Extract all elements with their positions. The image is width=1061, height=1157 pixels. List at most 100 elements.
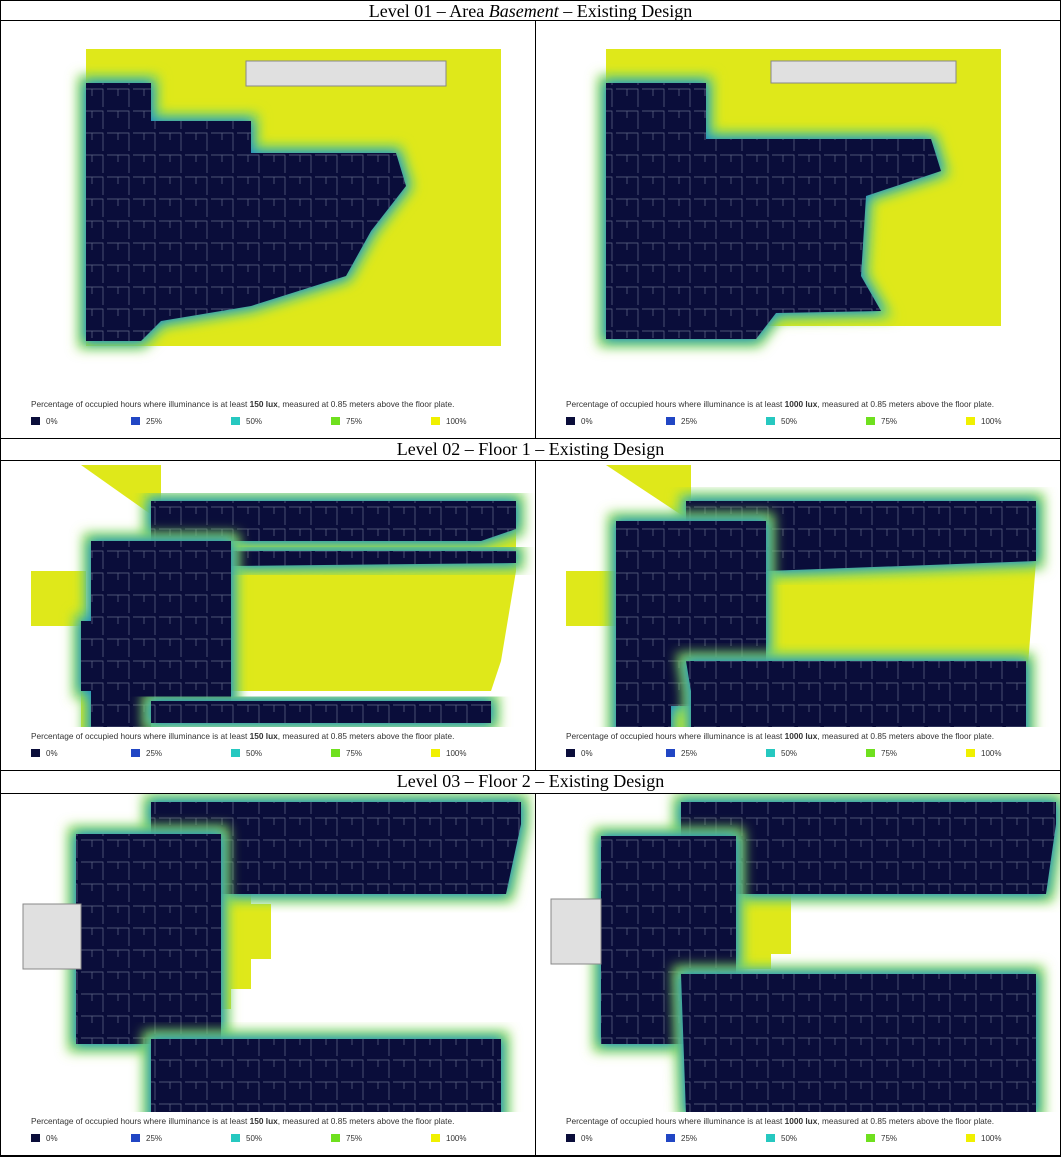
legend-item: 25% — [131, 1134, 162, 1143]
legend-label: 25% — [146, 417, 162, 426]
section-row: Percentage of occupied hours where illum… — [1, 461, 1060, 771]
legend-label: 75% — [881, 749, 897, 758]
legend-label: 100% — [446, 417, 466, 426]
caption: Percentage of occupied hours where illum… — [31, 1116, 531, 1126]
caption: Percentage of occupied hours where illum… — [566, 399, 1056, 409]
legend-swatch — [31, 1134, 40, 1142]
unlit-area — [246, 61, 446, 86]
legend-label: 0% — [46, 1134, 58, 1143]
caption-text: Percentage of occupied hours where illum… — [31, 399, 250, 409]
legend-label: 0% — [46, 749, 58, 758]
legend-label: 100% — [446, 749, 466, 758]
legend-item: 0% — [31, 1134, 58, 1143]
caption-bold: 150 lux — [250, 731, 278, 741]
walls — [686, 661, 1026, 727]
title-text: Level 02 – Floor 1 – Existing Design — [397, 439, 664, 459]
legend-label: 50% — [246, 417, 262, 426]
legend-item: 50% — [766, 417, 797, 426]
section-row: Percentage of occupied hours where illum… — [1, 794, 1060, 1156]
legend: 0% 25% 50% 75% 100% — [566, 749, 1036, 761]
caption: Percentage of occupied hours where illum… — [31, 399, 531, 409]
legend-item: 75% — [331, 417, 362, 426]
section-header: Level 02 – Floor 1 – Existing Design — [1, 439, 1060, 461]
caption-text: , measured at 0.85 meters above the floo… — [278, 1116, 455, 1126]
walls — [681, 974, 1036, 1112]
caption-bold: 1000 lux — [785, 731, 818, 741]
section-row: Percentage of occupied hours where illum… — [1, 21, 1060, 439]
walls — [76, 834, 221, 1044]
floor-plan — [536, 21, 1060, 395]
legend-swatch — [331, 1134, 340, 1142]
legend-swatch — [966, 749, 975, 757]
document: Level 01 – Area Basement – Existing Desi… — [0, 0, 1061, 1157]
floor-plan — [1, 794, 535, 1112]
legend: 0%25%50%75%100% — [31, 749, 501, 761]
caption: Percentage of occupied hours where illum… — [566, 1116, 1056, 1126]
legend-swatch — [566, 1134, 575, 1142]
caption-bold: 1000 lux — [785, 399, 818, 409]
walls — [151, 701, 491, 723]
legend-swatch — [666, 417, 675, 425]
caption-text: , measured at 0.85 meters above the floo… — [817, 399, 994, 409]
legend-swatch — [666, 749, 675, 757]
caption-text: Percentage of occupied hours where illum… — [566, 399, 785, 409]
legend-label: 25% — [681, 417, 697, 426]
floor-plan — [1, 21, 535, 395]
legend-label: 75% — [346, 417, 362, 426]
legend-item: 100% — [966, 417, 1001, 426]
section-header: Level 01 – Area Basement – Existing Desi… — [1, 1, 1060, 21]
panel: Percentage of occupied hours where illum… — [536, 461, 1060, 770]
legend-label: 25% — [681, 749, 697, 758]
caption-text: Percentage of occupied hours where illum… — [31, 1116, 250, 1126]
legend-label: 25% — [681, 1134, 697, 1143]
caption: Percentage of occupied hours where illum… — [31, 731, 531, 741]
caption: Percentage of occupied hours where illum… — [566, 731, 1056, 741]
caption-text: Percentage of occupied hours where illum… — [31, 731, 250, 741]
legend-item: 100% — [966, 1134, 1001, 1143]
legend-label: 75% — [346, 1134, 362, 1143]
legend-label: 75% — [881, 1134, 897, 1143]
legend-swatch — [566, 749, 575, 757]
legend: 0% 25% 50% 75% 100% — [566, 417, 1036, 429]
legend-label: 0% — [46, 417, 58, 426]
legend-item: 100% — [431, 417, 466, 426]
floor-plan — [536, 794, 1060, 1112]
legend-item: 50% — [766, 1134, 797, 1143]
legend-item: 0% — [566, 749, 593, 758]
legend-swatch — [431, 417, 440, 425]
caption-text: , measured at 0.85 meters above the floo… — [278, 399, 455, 409]
title-text: – Existing Design — [559, 1, 693, 21]
legend-label: 0% — [581, 749, 593, 758]
legend-item: 25% — [131, 749, 162, 758]
legend-swatch — [231, 749, 240, 757]
unlit-area — [23, 904, 81, 969]
title-italic: Basement — [489, 1, 559, 21]
legend-label: 0% — [581, 1134, 593, 1143]
legend-label: 25% — [146, 1134, 162, 1143]
legend: 0% 25% 50% 75% 100% — [31, 417, 501, 429]
legend-swatch — [966, 1134, 975, 1142]
walls — [151, 1039, 501, 1112]
legend-swatch — [566, 417, 575, 425]
legend-swatch — [331, 749, 340, 757]
legend-item: 75% — [866, 417, 897, 426]
legend-swatch — [766, 749, 775, 757]
legend-item: 0% — [566, 1134, 593, 1143]
legend-swatch — [131, 417, 140, 425]
title-text: Level 01 – Area — [369, 1, 489, 21]
legend-label: 100% — [981, 749, 1001, 758]
legend-label: 50% — [781, 749, 797, 758]
caption-bold: 150 lux — [250, 399, 278, 409]
panel: Percentage of occupied hours where illum… — [1, 461, 536, 770]
legend-swatch — [231, 417, 240, 425]
unlit-area — [771, 61, 956, 83]
caption-text: Percentage of occupied hours where illum… — [566, 731, 785, 741]
legend-label: 100% — [981, 1134, 1001, 1143]
legend-swatch — [666, 1134, 675, 1142]
legend-label: 0% — [581, 417, 593, 426]
legend-label: 50% — [781, 417, 797, 426]
panel: Percentage of occupied hours where illum… — [536, 21, 1060, 438]
legend-item: 0% — [566, 417, 593, 426]
legend-item: 50% — [231, 417, 262, 426]
legend-swatch — [431, 749, 440, 757]
